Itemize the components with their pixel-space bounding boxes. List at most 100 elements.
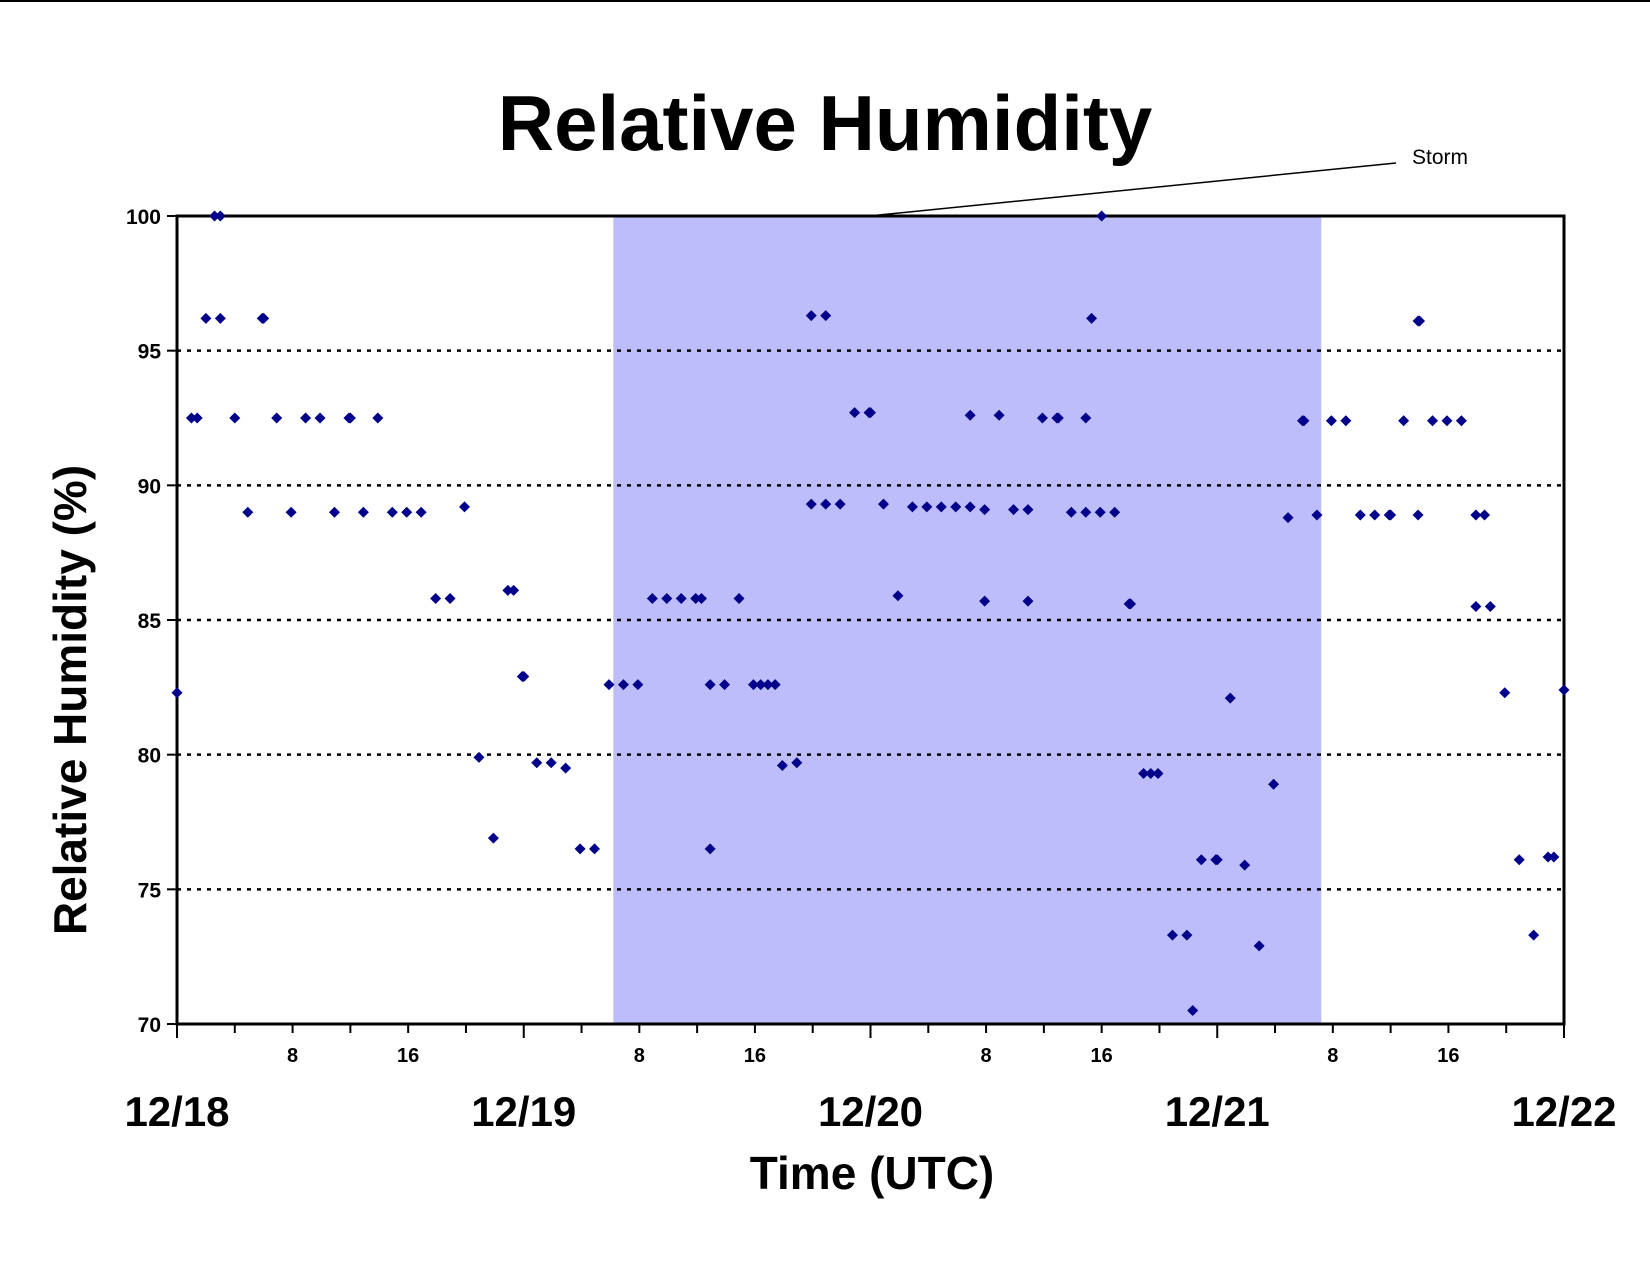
data-point [1239, 859, 1251, 871]
data-point [1211, 854, 1223, 866]
y-tick-label-100: 100 [126, 206, 161, 229]
data-point [372, 412, 384, 424]
data-point [661, 592, 673, 604]
data-point [589, 843, 601, 855]
data-point [1340, 415, 1352, 427]
data-point [200, 312, 212, 324]
data-point [1094, 506, 1106, 518]
data-point [1385, 509, 1397, 521]
data-point [386, 506, 398, 518]
x-date-label: 12/21 [1165, 1088, 1270, 1135]
data-point [1052, 412, 1064, 424]
data-point [1166, 929, 1178, 941]
data-point [1268, 778, 1280, 790]
data-point [1096, 210, 1108, 222]
data-point [1470, 509, 1482, 521]
data-point [209, 210, 221, 222]
data-point [935, 501, 947, 513]
data-point [285, 506, 297, 518]
data-point [444, 592, 456, 604]
data-point [921, 501, 933, 513]
data-point [1022, 595, 1034, 607]
data-point [560, 762, 572, 774]
data-point [805, 310, 817, 322]
data-point [344, 412, 356, 424]
data-point [675, 592, 687, 604]
data-point [1138, 768, 1150, 780]
storm-label: Storm [1412, 146, 1468, 169]
x-date-label: 12/18 [124, 1088, 229, 1135]
data-point [1412, 509, 1424, 521]
data-point [617, 679, 629, 691]
data-point [459, 501, 471, 513]
data-point [849, 407, 861, 419]
data-point [1036, 412, 1048, 424]
data-point [1195, 854, 1207, 866]
data-point [1311, 509, 1323, 521]
data-point [258, 312, 270, 324]
data-point [1479, 509, 1491, 521]
data-point [1369, 509, 1381, 521]
data-point [906, 501, 918, 513]
data-point [357, 506, 369, 518]
data-point [1484, 601, 1496, 613]
data-point [1298, 415, 1310, 427]
data-point [473, 751, 485, 763]
x-hour-label: 8 [981, 1045, 992, 1067]
top-border-line [0, 0, 1650, 2]
data-point [950, 501, 962, 513]
y-tick-label-70: 70 [138, 1014, 161, 1037]
data-point [704, 843, 716, 855]
data-point [1224, 692, 1236, 704]
data-point [646, 592, 658, 604]
data-point [776, 759, 788, 771]
data-point [1542, 851, 1554, 863]
data-point [271, 412, 283, 424]
data-point [719, 679, 731, 691]
data-point [508, 584, 520, 596]
data-point [1398, 415, 1410, 427]
data-point [1325, 415, 1337, 427]
x-hour-label: 16 [1091, 1045, 1113, 1067]
data-point [1152, 768, 1164, 780]
data-point [791, 757, 803, 769]
data-point [892, 590, 904, 602]
data-point [762, 679, 774, 691]
data-point [1414, 315, 1426, 327]
data-point [979, 504, 991, 516]
data-point [1548, 851, 1560, 863]
data-point [1022, 504, 1034, 516]
data-point [1282, 512, 1294, 524]
data-point [1253, 940, 1265, 952]
data-point [733, 592, 745, 604]
data-point [690, 592, 702, 604]
data-point [1354, 509, 1366, 521]
data-point [695, 592, 707, 604]
data-point [834, 498, 846, 510]
data-point [1441, 415, 1453, 427]
data-point [755, 679, 767, 691]
storm-callout-line [868, 162, 1397, 217]
y-tick-label-85: 85 [138, 610, 162, 633]
data-point [1558, 684, 1570, 696]
data-point [769, 679, 781, 691]
data-point [603, 679, 615, 691]
data-point [531, 757, 543, 769]
data-point [229, 412, 241, 424]
x-axis-title: Time (UTC) [749, 1147, 995, 1199]
data-point [415, 506, 427, 518]
data-point [1086, 312, 1098, 324]
x-date-label: 12/20 [818, 1088, 923, 1135]
data-point [747, 679, 759, 691]
x-hour-label: 16 [397, 1045, 419, 1067]
chart-title: Relative Humidity [497, 79, 1153, 167]
y-tick-label-75: 75 [138, 879, 162, 902]
data-point [865, 407, 876, 419]
data-point [1181, 929, 1193, 941]
x-hour-label: 8 [634, 1045, 645, 1067]
data-point [805, 498, 817, 510]
data-point [820, 498, 832, 510]
data-point [545, 757, 557, 769]
data-point [214, 210, 226, 222]
data-point [1145, 768, 1157, 780]
